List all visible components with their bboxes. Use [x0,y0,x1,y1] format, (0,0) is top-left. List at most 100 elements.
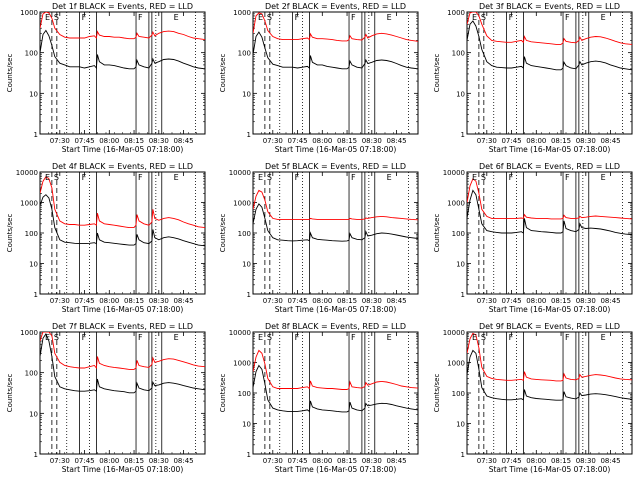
x-tick-label: 07:45 [501,137,521,145]
x-axis-label: Start Time (16-Mar-05 07:18:00) [275,305,397,314]
marker-letter: F [509,173,514,182]
lld-series-line [253,189,418,221]
x-tick-label: 08:45 [173,457,193,465]
panel-det-8: Det 8f BLACK = Events, RED = LLD 1 10 100 10… [219,322,419,474]
lld-series-line [467,332,632,382]
marker-letter: F [509,13,514,22]
y-tick-label: 100 [25,230,38,238]
marker-letter: F [351,173,356,182]
y-tick-label: 1 [34,131,38,139]
panel-det-3: Det 3f BLACK = Events, RED = LLD 1 10 100 10… [433,2,633,154]
y-axis-label: Counts/sec [433,54,441,93]
y-axis-label: Counts/sec [433,374,441,413]
marker-letter: S [267,173,272,182]
panel-title: Det 3f BLACK = Events, RED = LLD [479,2,620,11]
x-tick-label: 07:30 [477,297,497,305]
x-tick-label: 08:00 [312,137,332,145]
y-tick-label: 1000 [233,360,251,368]
y-tick-label: 10000 [229,329,251,337]
x-tick-label: 08:00 [99,297,119,305]
y-tick-label: 1000 [20,200,38,208]
x-tick-label: 07:30 [50,297,70,305]
y-tick-label: 100 [238,50,251,58]
marker-letter: F [295,173,300,182]
x-tick-label: 07:45 [287,457,307,465]
x-tick-label: 08:15 [551,297,571,305]
marker-letter: S [481,173,486,182]
x-tick-label: 08:30 [362,457,382,465]
y-tick-label: 1 [34,291,38,299]
panel-title: Det 6f BLACK = Events, RED = LLD [479,162,620,171]
y-tick-label: 1000 [233,9,251,17]
plot-frame [39,331,206,455]
x-tick-label: 07:45 [287,297,307,305]
marker-letter: S [54,333,59,342]
x-tick-label: 08:30 [576,457,596,465]
y-tick-label: 10000 [229,169,251,177]
marker-letter: F [351,333,356,342]
x-tick-label: 08:45 [386,297,406,305]
panel-det-7: Det 7f BLACK = Events, RED = LLD 1 10 100 10… [6,322,206,474]
lld-series-line [40,176,205,229]
x-tick-label: 08:45 [600,457,620,465]
marker-letter: F [138,13,143,22]
marker-letter: F [295,333,300,342]
marker-letter: F [351,13,356,22]
panel-det-2: Det 2f BLACK = Events, RED = LLD 1 10 100 10… [219,2,419,154]
marker-letter: E [45,13,50,22]
marker-letter: F [82,173,87,182]
x-tick-label: 08:30 [362,137,382,145]
x-tick-label: 08:45 [173,137,193,145]
y-tick-label: 1000 [447,200,465,208]
x-tick-label: 08:15 [337,297,357,305]
panel-det-1: Det 1f BLACK = Events, RED = LLD 1 10 100 10… [6,2,206,154]
x-tick-label: 08:30 [149,297,169,305]
events-series-line [40,332,205,394]
x-tick-label: 08:45 [386,137,406,145]
x-tick-label: 08:45 [386,457,406,465]
marker-letter: E [258,13,263,22]
x-tick-label: 07:45 [74,137,94,145]
y-tick-label: 100 [452,230,465,238]
y-tick-label: 1000 [20,329,38,337]
y-tick-label: 10 [242,90,251,98]
x-tick-label: 07:30 [477,457,497,465]
plot-frame [466,171,633,295]
x-tick-label: 08:00 [526,137,546,145]
marker-letter: S [54,13,59,22]
x-tick-label: 08:45 [600,297,620,305]
marker-letter: F [138,173,143,182]
x-tick-label: 08:30 [149,137,169,145]
y-tick-label: 1 [247,451,251,459]
y-tick-label: 10000 [443,329,465,337]
marker-letter: E [601,333,606,342]
x-tick-label: 08:00 [312,457,332,465]
plot-frame [466,331,633,455]
x-axis-label: Start Time (16-Mar-05 07:18:00) [489,465,611,474]
y-tick-label: 1 [247,131,251,139]
marker-letter: E [472,333,477,342]
x-axis-label: Start Time (16-Mar-05 07:18:00) [62,305,184,314]
panel-title: Det 5f BLACK = Events, RED = LLD [265,162,406,171]
x-tick-label: 08:15 [551,137,571,145]
plot-frame [252,171,419,295]
panel-title: Det 9f BLACK = Events, RED = LLD [479,322,620,331]
x-tick-label: 07:45 [74,457,94,465]
lld-series-line [467,12,632,45]
marker-letter: F [565,173,570,182]
y-tick-label: 1000 [233,200,251,208]
panel-det-4: Det 4f BLACK = Events, RED = LLD 1 10 100 10… [6,162,206,314]
panel-det-5: Det 5f BLACK = Events, RED = LLD 1 10 100 10… [219,162,419,314]
marker-letter: E [174,13,179,22]
x-tick-label: 08:15 [124,297,144,305]
marker-letter: E [45,173,50,182]
x-tick-label: 08:30 [362,297,382,305]
x-axis-label: Start Time (16-Mar-05 07:18:00) [275,465,397,474]
y-tick-label: 1 [461,131,465,139]
plot-frame [252,11,419,135]
events-series-line [253,203,418,242]
x-axis-label: Start Time (16-Mar-05 07:18:00) [489,145,611,154]
events-series-line [467,189,632,236]
panel-title: Det 2f BLACK = Events, RED = LLD [265,2,406,11]
